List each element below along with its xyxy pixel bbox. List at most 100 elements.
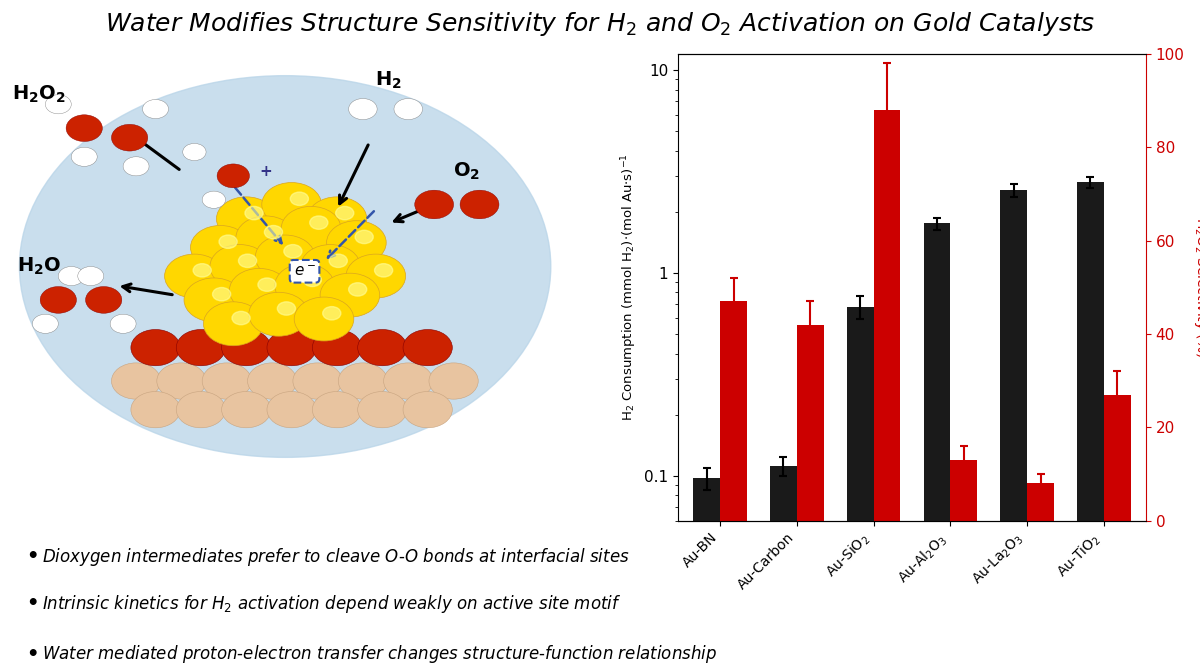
Text: •: • [26, 644, 38, 664]
Bar [1001, 190, 1027, 672]
Circle shape [248, 292, 308, 336]
Text: •: • [26, 547, 38, 566]
Circle shape [210, 245, 270, 288]
Circle shape [329, 254, 347, 267]
Circle shape [323, 306, 341, 320]
Circle shape [307, 197, 367, 241]
Text: $\bf{H_2O_2}$: $\bf{H_2O_2}$ [12, 84, 66, 106]
Circle shape [277, 302, 295, 315]
Circle shape [131, 329, 180, 366]
Circle shape [32, 314, 59, 333]
Circle shape [394, 99, 422, 120]
Circle shape [338, 363, 388, 399]
Circle shape [182, 143, 206, 161]
Circle shape [85, 286, 122, 313]
Text: $\bf{\it{Intrinsic\ kinetics\ for\ H_2\ activation\ depend\ weakly\ on\ active\ : $\bf{\it{Intrinsic\ kinetics\ for\ H_2\ … [42, 593, 622, 615]
Bar [1076, 182, 1104, 672]
Circle shape [326, 220, 386, 265]
Circle shape [310, 216, 328, 229]
Circle shape [78, 267, 103, 286]
Circle shape [217, 164, 250, 187]
Circle shape [131, 392, 180, 428]
Circle shape [358, 329, 407, 366]
Circle shape [157, 363, 206, 399]
Circle shape [384, 363, 433, 399]
Circle shape [112, 363, 161, 399]
Y-axis label: H$_2$ Consumption (mmol H$_2$)$\cdot$(mol Au$\cdot$s)$^{-1}$: H$_2$ Consumption (mmol H$_2$)$\cdot$(mo… [619, 153, 638, 421]
Bar [770, 466, 797, 672]
Circle shape [202, 191, 226, 208]
Circle shape [71, 147, 97, 167]
Circle shape [349, 283, 367, 296]
Circle shape [403, 392, 452, 428]
Circle shape [294, 297, 354, 341]
Circle shape [290, 192, 308, 206]
Text: $e^-$: $e^-$ [294, 264, 316, 279]
Circle shape [301, 245, 360, 288]
Circle shape [59, 267, 84, 286]
Circle shape [229, 268, 289, 312]
Circle shape [245, 206, 263, 220]
Text: $\bf{\it{Water\ mediated\ proton\text{-}electron\ transfer\ changes\ structure\t: $\bf{\it{Water\ mediated\ proton\text{-}… [42, 643, 716, 665]
Text: $\bf{\it{Water\ Modifies\ Structure\ Sensitivity\ for\ H_2\ and\ O_2\ Activation: $\bf{\it{Water\ Modifies\ Structure\ Sen… [104, 9, 1096, 38]
Circle shape [262, 183, 322, 226]
Circle shape [304, 274, 322, 286]
Circle shape [355, 230, 373, 244]
Circle shape [66, 115, 102, 142]
Text: $\bf{H_2}$: $\bf{H_2}$ [376, 70, 402, 91]
Circle shape [193, 263, 211, 277]
Circle shape [110, 314, 136, 333]
Bar [1104, 394, 1130, 672]
Circle shape [374, 263, 392, 277]
Bar [694, 478, 720, 672]
Circle shape [460, 190, 499, 219]
Circle shape [124, 157, 149, 176]
Circle shape [112, 124, 148, 151]
Circle shape [220, 235, 238, 249]
Bar [720, 301, 748, 672]
Circle shape [212, 288, 230, 301]
Circle shape [293, 363, 342, 399]
Circle shape [236, 216, 295, 260]
Circle shape [232, 311, 250, 325]
Text: $\bf{O_2}$: $\bf{O_2}$ [452, 161, 480, 181]
Circle shape [216, 197, 276, 241]
Ellipse shape [19, 76, 551, 458]
Circle shape [256, 235, 314, 279]
Circle shape [284, 245, 302, 258]
Circle shape [312, 392, 361, 428]
Circle shape [184, 278, 244, 322]
Text: •: • [26, 595, 38, 614]
Circle shape [176, 392, 226, 428]
Circle shape [239, 254, 257, 267]
Circle shape [415, 190, 454, 219]
Circle shape [204, 302, 263, 345]
Text: $\bf{\it{Dioxygen\ intermediates\ prefer\ to\ cleave\ O\text{-}O\ bonds\ at\ int: $\bf{\it{Dioxygen\ intermediates\ prefer… [42, 546, 629, 568]
Circle shape [40, 286, 77, 313]
Circle shape [266, 392, 317, 428]
Circle shape [358, 392, 407, 428]
Circle shape [275, 263, 335, 308]
Bar [1027, 483, 1054, 672]
Circle shape [264, 226, 282, 239]
Circle shape [247, 363, 296, 399]
Circle shape [403, 329, 452, 366]
Circle shape [349, 99, 377, 120]
Circle shape [222, 392, 271, 428]
Text: $\bf{H_2O}$: $\bf{H_2O}$ [17, 256, 61, 277]
Circle shape [281, 206, 341, 250]
Circle shape [266, 329, 317, 366]
Bar [950, 460, 977, 672]
Circle shape [191, 226, 250, 269]
Bar [874, 110, 900, 672]
Y-axis label: H$_2$O$_2$ Selectivity (%): H$_2$O$_2$ Selectivity (%) [1192, 217, 1200, 358]
Bar [797, 325, 823, 672]
Circle shape [46, 95, 71, 114]
Circle shape [258, 278, 276, 292]
Text: $\bf{+}$: $\bf{+}$ [259, 163, 272, 179]
Circle shape [143, 99, 168, 119]
Circle shape [222, 329, 271, 366]
Bar [847, 307, 874, 672]
Circle shape [312, 329, 361, 366]
Circle shape [336, 206, 354, 220]
